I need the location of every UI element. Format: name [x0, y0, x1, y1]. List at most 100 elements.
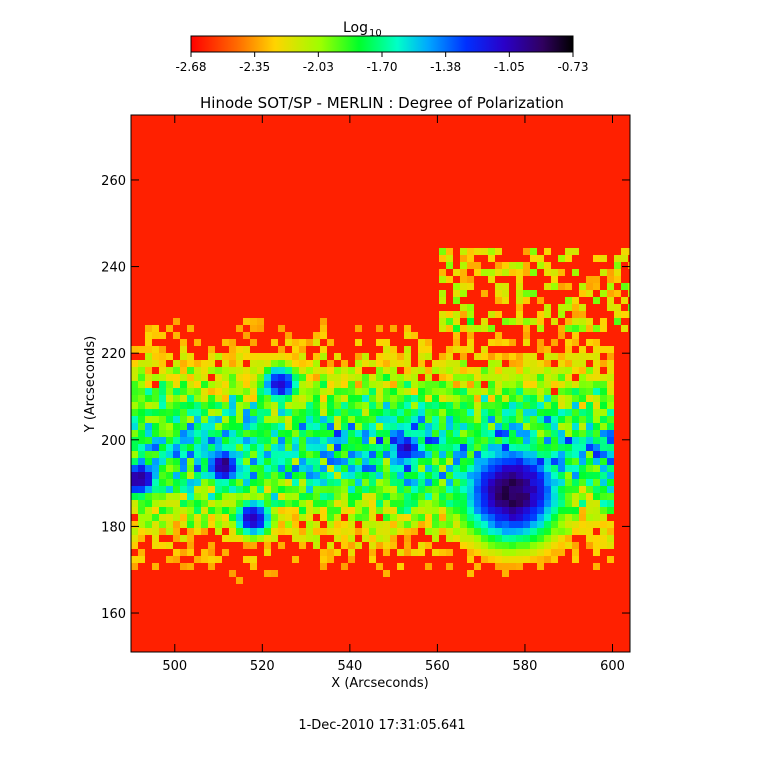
heatmap-cell [537, 563, 544, 570]
heatmap-cell [334, 549, 341, 556]
heatmap-cell [593, 360, 600, 367]
heatmap-cell [411, 528, 418, 535]
heatmap-cell [131, 451, 138, 458]
heatmap-cell [250, 465, 257, 472]
heatmap-cell [313, 332, 320, 339]
heatmap-cell [334, 521, 341, 528]
heatmap-cell [551, 549, 558, 556]
heatmap-cell [495, 381, 502, 388]
heatmap-cell [460, 388, 467, 395]
heatmap-cell [180, 507, 187, 514]
heatmap-cell [173, 514, 180, 521]
heatmap-cell [488, 367, 495, 374]
heatmap-cell [572, 514, 579, 521]
heatmap-cell [474, 381, 481, 388]
heatmap-cell [138, 556, 145, 563]
heatmap-cell [460, 402, 467, 409]
heatmap-cell [194, 388, 201, 395]
heatmap-cell [446, 248, 453, 255]
heatmap-cell [614, 318, 621, 325]
heatmap-cell [418, 549, 425, 556]
heatmap-cell [187, 430, 194, 437]
heatmap-cell [537, 465, 544, 472]
heatmap-cell [257, 444, 264, 451]
heatmap-cell [551, 374, 558, 381]
heatmap-cell [159, 381, 166, 388]
heatmap-cell [600, 444, 607, 451]
heatmap-cell [243, 332, 250, 339]
heatmap-cell [243, 381, 250, 388]
heatmap-cell [397, 430, 404, 437]
heatmap-cell [544, 360, 551, 367]
heatmap-cell [145, 528, 152, 535]
heatmap-cell [362, 486, 369, 493]
heatmap-cell [397, 360, 404, 367]
heatmap-cell [614, 276, 621, 283]
heatmap-cell [481, 500, 488, 507]
heatmap-cell [425, 409, 432, 416]
heatmap-cell [418, 451, 425, 458]
heatmap-cell [460, 514, 467, 521]
heatmap-cell [313, 500, 320, 507]
heatmap-cell [523, 332, 530, 339]
heatmap-cell [565, 423, 572, 430]
heatmap-cell [166, 451, 173, 458]
heatmap-cell [264, 423, 271, 430]
heatmap-cell [565, 402, 572, 409]
heatmap-cell [159, 402, 166, 409]
heatmap-cell [565, 493, 572, 500]
heatmap-cell [355, 395, 362, 402]
heatmap-cell [369, 451, 376, 458]
heatmap-cell [320, 409, 327, 416]
heatmap-cell [264, 409, 271, 416]
heatmap-cell [446, 255, 453, 262]
heatmap-cell [488, 381, 495, 388]
heatmap-cell [502, 472, 509, 479]
heatmap-cell [376, 367, 383, 374]
heatmap-cell [250, 388, 257, 395]
heatmap-cell [607, 367, 614, 374]
heatmap-cell [453, 535, 460, 542]
heatmap-cell [453, 430, 460, 437]
heatmap-cell [418, 465, 425, 472]
heatmap-cell [404, 472, 411, 479]
heatmap-cell [313, 437, 320, 444]
heatmap-cell [488, 528, 495, 535]
heatmap-cell [229, 514, 236, 521]
heatmap-cell [285, 423, 292, 430]
heatmap-cell [173, 535, 180, 542]
heatmap-cell [397, 528, 404, 535]
heatmap-cell [327, 507, 334, 514]
heatmap-cell [509, 458, 516, 465]
heatmap-cell [495, 388, 502, 395]
heatmap-cell [299, 451, 306, 458]
heatmap-cell [299, 339, 306, 346]
heatmap-cell [187, 367, 194, 374]
heatmap-cell [607, 472, 614, 479]
heatmap-cell [152, 563, 159, 570]
heatmap-cell [348, 479, 355, 486]
heatmap-cell [327, 493, 334, 500]
heatmap-cell [446, 528, 453, 535]
heatmap-cell [334, 535, 341, 542]
heatmap-cell [222, 507, 229, 514]
heatmap-cell [509, 535, 516, 542]
heatmap-cell [530, 458, 537, 465]
heatmap-cell [362, 381, 369, 388]
heatmap-cell [131, 444, 138, 451]
heatmap-cell [523, 542, 530, 549]
heatmap-cell [453, 367, 460, 374]
heatmap-cell [411, 500, 418, 507]
heatmap-cell [467, 486, 474, 493]
heatmap-cell [593, 437, 600, 444]
heatmap-cell [614, 311, 621, 318]
heatmap-cell [278, 444, 285, 451]
heatmap-cell [516, 465, 523, 472]
heatmap-cell [460, 381, 467, 388]
heatmap-cell [537, 311, 544, 318]
heatmap-cell [383, 507, 390, 514]
heatmap-cell [166, 367, 173, 374]
heatmap-cell [411, 444, 418, 451]
heatmap-cell [551, 430, 558, 437]
heatmap-cell [348, 367, 355, 374]
